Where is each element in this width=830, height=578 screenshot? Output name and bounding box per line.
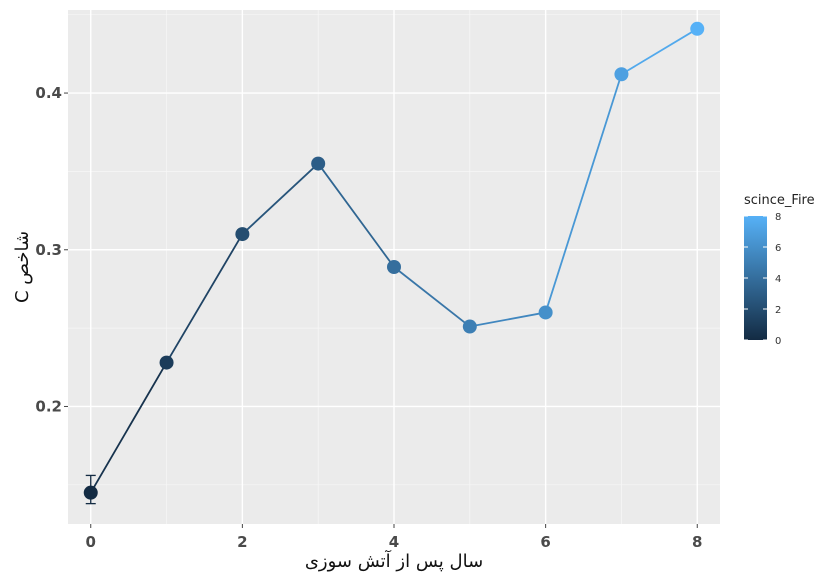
x-axis-title: سال پس از آتش سوزی xyxy=(305,549,483,572)
data-line xyxy=(89,27,699,494)
line-segment xyxy=(620,27,699,76)
legend-colorbar xyxy=(744,216,767,340)
line-segment xyxy=(544,73,623,314)
legend-tick-label: 8 xyxy=(775,212,781,223)
y-axis-title: شاخص C xyxy=(12,231,33,303)
line-segment xyxy=(393,266,471,328)
data-point xyxy=(538,305,553,320)
line-segment xyxy=(165,233,244,364)
y-axis-ticks: 0.2 0.3 0.4 xyxy=(35,84,68,415)
data-point xyxy=(159,355,174,370)
x-tick-label: 8 xyxy=(692,533,702,551)
data-point xyxy=(614,67,629,82)
x-axis-ticks: 0 2 4 6 8 xyxy=(86,524,702,551)
legend-ticks: 0 2 4 6 8 xyxy=(744,212,781,347)
data-point xyxy=(83,485,98,500)
data-points xyxy=(83,21,705,500)
x-tick-label: 2 xyxy=(237,533,247,551)
data-point xyxy=(462,319,477,334)
line-segment xyxy=(89,361,168,494)
legend-tick-label: 4 xyxy=(775,274,781,285)
data-point xyxy=(690,21,705,36)
y-tick-label: 0.3 xyxy=(35,241,62,259)
data-point xyxy=(235,227,250,242)
line-segment xyxy=(241,162,320,235)
x-tick-label: 4 xyxy=(389,533,399,551)
line-segment xyxy=(468,311,547,328)
y-tick-label: 0.2 xyxy=(35,397,62,415)
data-point xyxy=(387,260,401,274)
x-tick-label: 6 xyxy=(540,533,550,551)
x-tick-label: 0 xyxy=(86,533,96,551)
legend-tick-label: 2 xyxy=(775,305,781,316)
legend-title: scince_Fire xyxy=(744,193,815,208)
y-tick-label: 0.4 xyxy=(35,84,62,102)
data-point xyxy=(311,156,326,171)
legend-tick-label: 0 xyxy=(775,336,781,347)
legend-tick-label: 6 xyxy=(775,243,781,254)
line-segment xyxy=(317,162,395,268)
